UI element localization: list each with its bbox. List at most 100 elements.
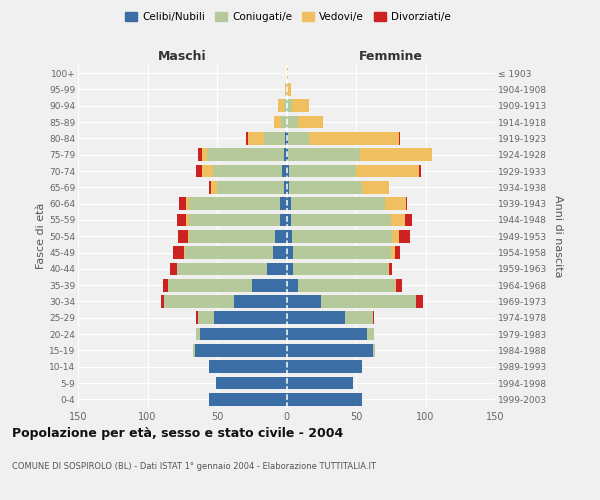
Text: COMUNE DI SOSPIROLO (BL) - Dati ISTAT 1° gennaio 2004 - Elaborazione TUTTITALIA.: COMUNE DI SOSPIROLO (BL) - Dati ISTAT 1°…	[12, 462, 376, 471]
Bar	[389, 262, 392, 275]
Bar	[248, 132, 264, 145]
Bar	[392, 230, 399, 242]
Bar	[397, 279, 402, 291]
Bar	[196, 312, 197, 324]
Bar	[213, 164, 283, 177]
Bar	[399, 132, 400, 145]
Bar	[395, 246, 400, 259]
Bar	[272, 246, 287, 259]
Bar	[196, 164, 202, 177]
Text: Maschi: Maschi	[158, 50, 206, 64]
Bar	[280, 198, 287, 210]
Bar	[275, 230, 287, 242]
Bar	[419, 164, 421, 177]
Bar	[287, 279, 298, 291]
Bar	[176, 262, 267, 275]
Text: Popolazione per età, sesso e stato civile - 2004: Popolazione per età, sesso e stato civil…	[12, 428, 343, 440]
Bar	[285, 83, 287, 96]
Bar	[164, 295, 233, 308]
Bar	[290, 198, 385, 210]
Bar	[184, 246, 185, 259]
Bar	[360, 148, 433, 161]
Bar	[284, 148, 287, 161]
Bar	[416, 295, 423, 308]
Bar	[281, 116, 287, 128]
Legend: Celibi/Nubili, Coniugati/e, Vedovi/e, Divorziati/e: Celibi/Nubili, Coniugati/e, Vedovi/e, Di…	[121, 8, 455, 26]
Bar	[214, 312, 287, 324]
Bar	[287, 360, 362, 373]
Bar	[373, 344, 376, 357]
Bar	[178, 230, 188, 242]
Bar	[406, 198, 407, 210]
Bar	[207, 148, 284, 161]
Bar	[290, 214, 391, 226]
Bar	[173, 246, 184, 259]
Bar	[287, 181, 289, 194]
Bar	[170, 262, 176, 275]
Bar	[215, 376, 287, 390]
Bar	[293, 246, 391, 259]
Bar	[288, 132, 309, 145]
Bar	[288, 148, 360, 161]
Y-axis label: Fasce di età: Fasce di età	[36, 203, 46, 270]
Bar	[385, 198, 406, 210]
Bar	[367, 328, 374, 340]
Bar	[289, 181, 362, 194]
Bar	[283, 164, 287, 177]
Bar	[321, 295, 416, 308]
Bar	[404, 214, 412, 226]
Bar	[287, 116, 298, 128]
Bar	[356, 164, 419, 177]
Bar	[196, 328, 200, 340]
Bar	[292, 100, 309, 112]
Bar	[267, 262, 287, 275]
Bar	[287, 295, 321, 308]
Bar	[185, 246, 272, 259]
Bar	[287, 328, 367, 340]
Bar	[399, 230, 410, 242]
Bar	[287, 376, 353, 390]
Bar	[264, 132, 285, 145]
Bar	[298, 116, 323, 128]
Bar	[211, 181, 217, 194]
Bar	[362, 181, 389, 194]
Bar	[285, 132, 287, 145]
Bar	[202, 164, 213, 177]
Bar	[373, 312, 374, 324]
Bar	[189, 198, 280, 210]
Bar	[309, 132, 399, 145]
Bar	[287, 164, 289, 177]
Bar	[274, 116, 281, 128]
Bar	[209, 181, 211, 194]
Bar	[289, 164, 356, 177]
Bar	[280, 214, 287, 226]
Bar	[287, 246, 293, 259]
Bar	[193, 344, 195, 357]
Bar	[187, 214, 189, 226]
Bar	[287, 148, 288, 161]
Bar	[195, 344, 287, 357]
Bar	[287, 132, 288, 145]
Bar	[202, 148, 207, 161]
Bar	[298, 279, 395, 291]
Bar	[252, 279, 287, 291]
Bar	[169, 279, 252, 291]
Bar	[209, 393, 287, 406]
Bar	[189, 214, 280, 226]
Bar	[287, 344, 373, 357]
Bar	[179, 198, 187, 210]
Bar	[293, 262, 388, 275]
Bar	[246, 132, 248, 145]
Bar	[217, 181, 284, 194]
Bar	[287, 67, 288, 80]
Text: Femmine: Femmine	[359, 50, 423, 64]
Bar	[287, 262, 293, 275]
Bar	[287, 393, 362, 406]
Bar	[388, 262, 389, 275]
Bar	[287, 214, 290, 226]
Bar	[163, 279, 169, 291]
Y-axis label: Anni di nascita: Anni di nascita	[553, 195, 563, 278]
Bar	[287, 83, 288, 96]
Bar	[345, 312, 373, 324]
Bar	[284, 100, 287, 112]
